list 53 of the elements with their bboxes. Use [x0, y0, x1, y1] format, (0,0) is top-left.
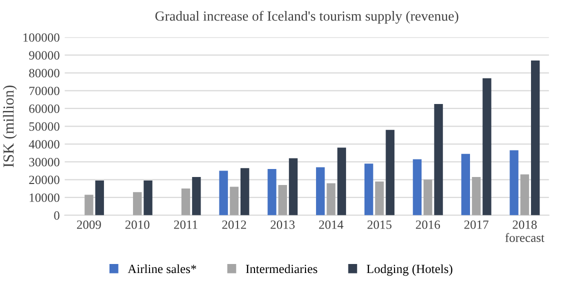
bar	[510, 150, 518, 216]
y-tick-label: 60000	[29, 104, 60, 113]
bar	[326, 183, 336, 216]
bar	[240, 168, 250, 216]
bar	[520, 174, 530, 216]
bar	[337, 148, 346, 216]
y-tick-label: 0	[54, 211, 60, 220]
y-tick-label: 50000	[29, 122, 60, 131]
y-tick-label: 70000	[29, 86, 60, 96]
y-tick-label: 20000	[29, 176, 60, 184]
bar	[375, 181, 384, 216]
bar	[230, 186, 239, 216]
y-tick-label: 10000	[30, 193, 60, 202]
bar	[482, 78, 492, 216]
bar	[424, 180, 432, 216]
bar	[316, 167, 325, 216]
y-tick-label: 100000	[23, 33, 60, 42]
bar	[95, 180, 104, 216]
bar	[434, 104, 443, 216]
legend-label: Airline sales*	[128, 264, 196, 274]
x-tick-label: 2016	[416, 220, 440, 229]
bar	[386, 130, 394, 216]
chart-title: Gradual increase of Iceland's tourism supply (revenue)	[155, 10, 458, 24]
x-tick-label: 2014	[319, 220, 344, 229]
bar	[461, 154, 470, 216]
y-tick-label: 30000	[29, 158, 60, 166]
bar	[181, 188, 190, 216]
y-tick-label: 90000	[29, 51, 60, 60]
bar	[144, 180, 152, 216]
x-tick-label: 2018 forecast	[505, 220, 544, 242]
bar	[472, 176, 481, 216]
x-tick-label: 2017	[464, 220, 488, 229]
bar	[412, 159, 422, 216]
legend-label: Intermediaries	[246, 264, 318, 274]
bar	[531, 60, 540, 216]
bar	[219, 170, 228, 216]
x-tick-label: 2011	[174, 220, 198, 229]
bar	[278, 185, 287, 216]
x-tick-label: 2010	[125, 220, 150, 229]
x-tick-label: 2013	[270, 220, 295, 229]
y-tick-label: 40000	[28, 140, 60, 149]
bar	[268, 168, 276, 216]
bar	[364, 164, 374, 216]
y-axis-title: ISK (million)	[2, 86, 17, 168]
legend-label: Lodging (Hotels)	[366, 264, 452, 276]
bar	[133, 192, 142, 216]
x-tick-label: 2015	[368, 220, 392, 229]
bar	[192, 176, 201, 216]
y-tick-label: 80000	[29, 68, 60, 78]
x-tick-label: 2009	[77, 220, 101, 229]
bar	[84, 194, 94, 216]
x-tick-label: 2012	[222, 220, 246, 229]
bar	[288, 158, 298, 216]
